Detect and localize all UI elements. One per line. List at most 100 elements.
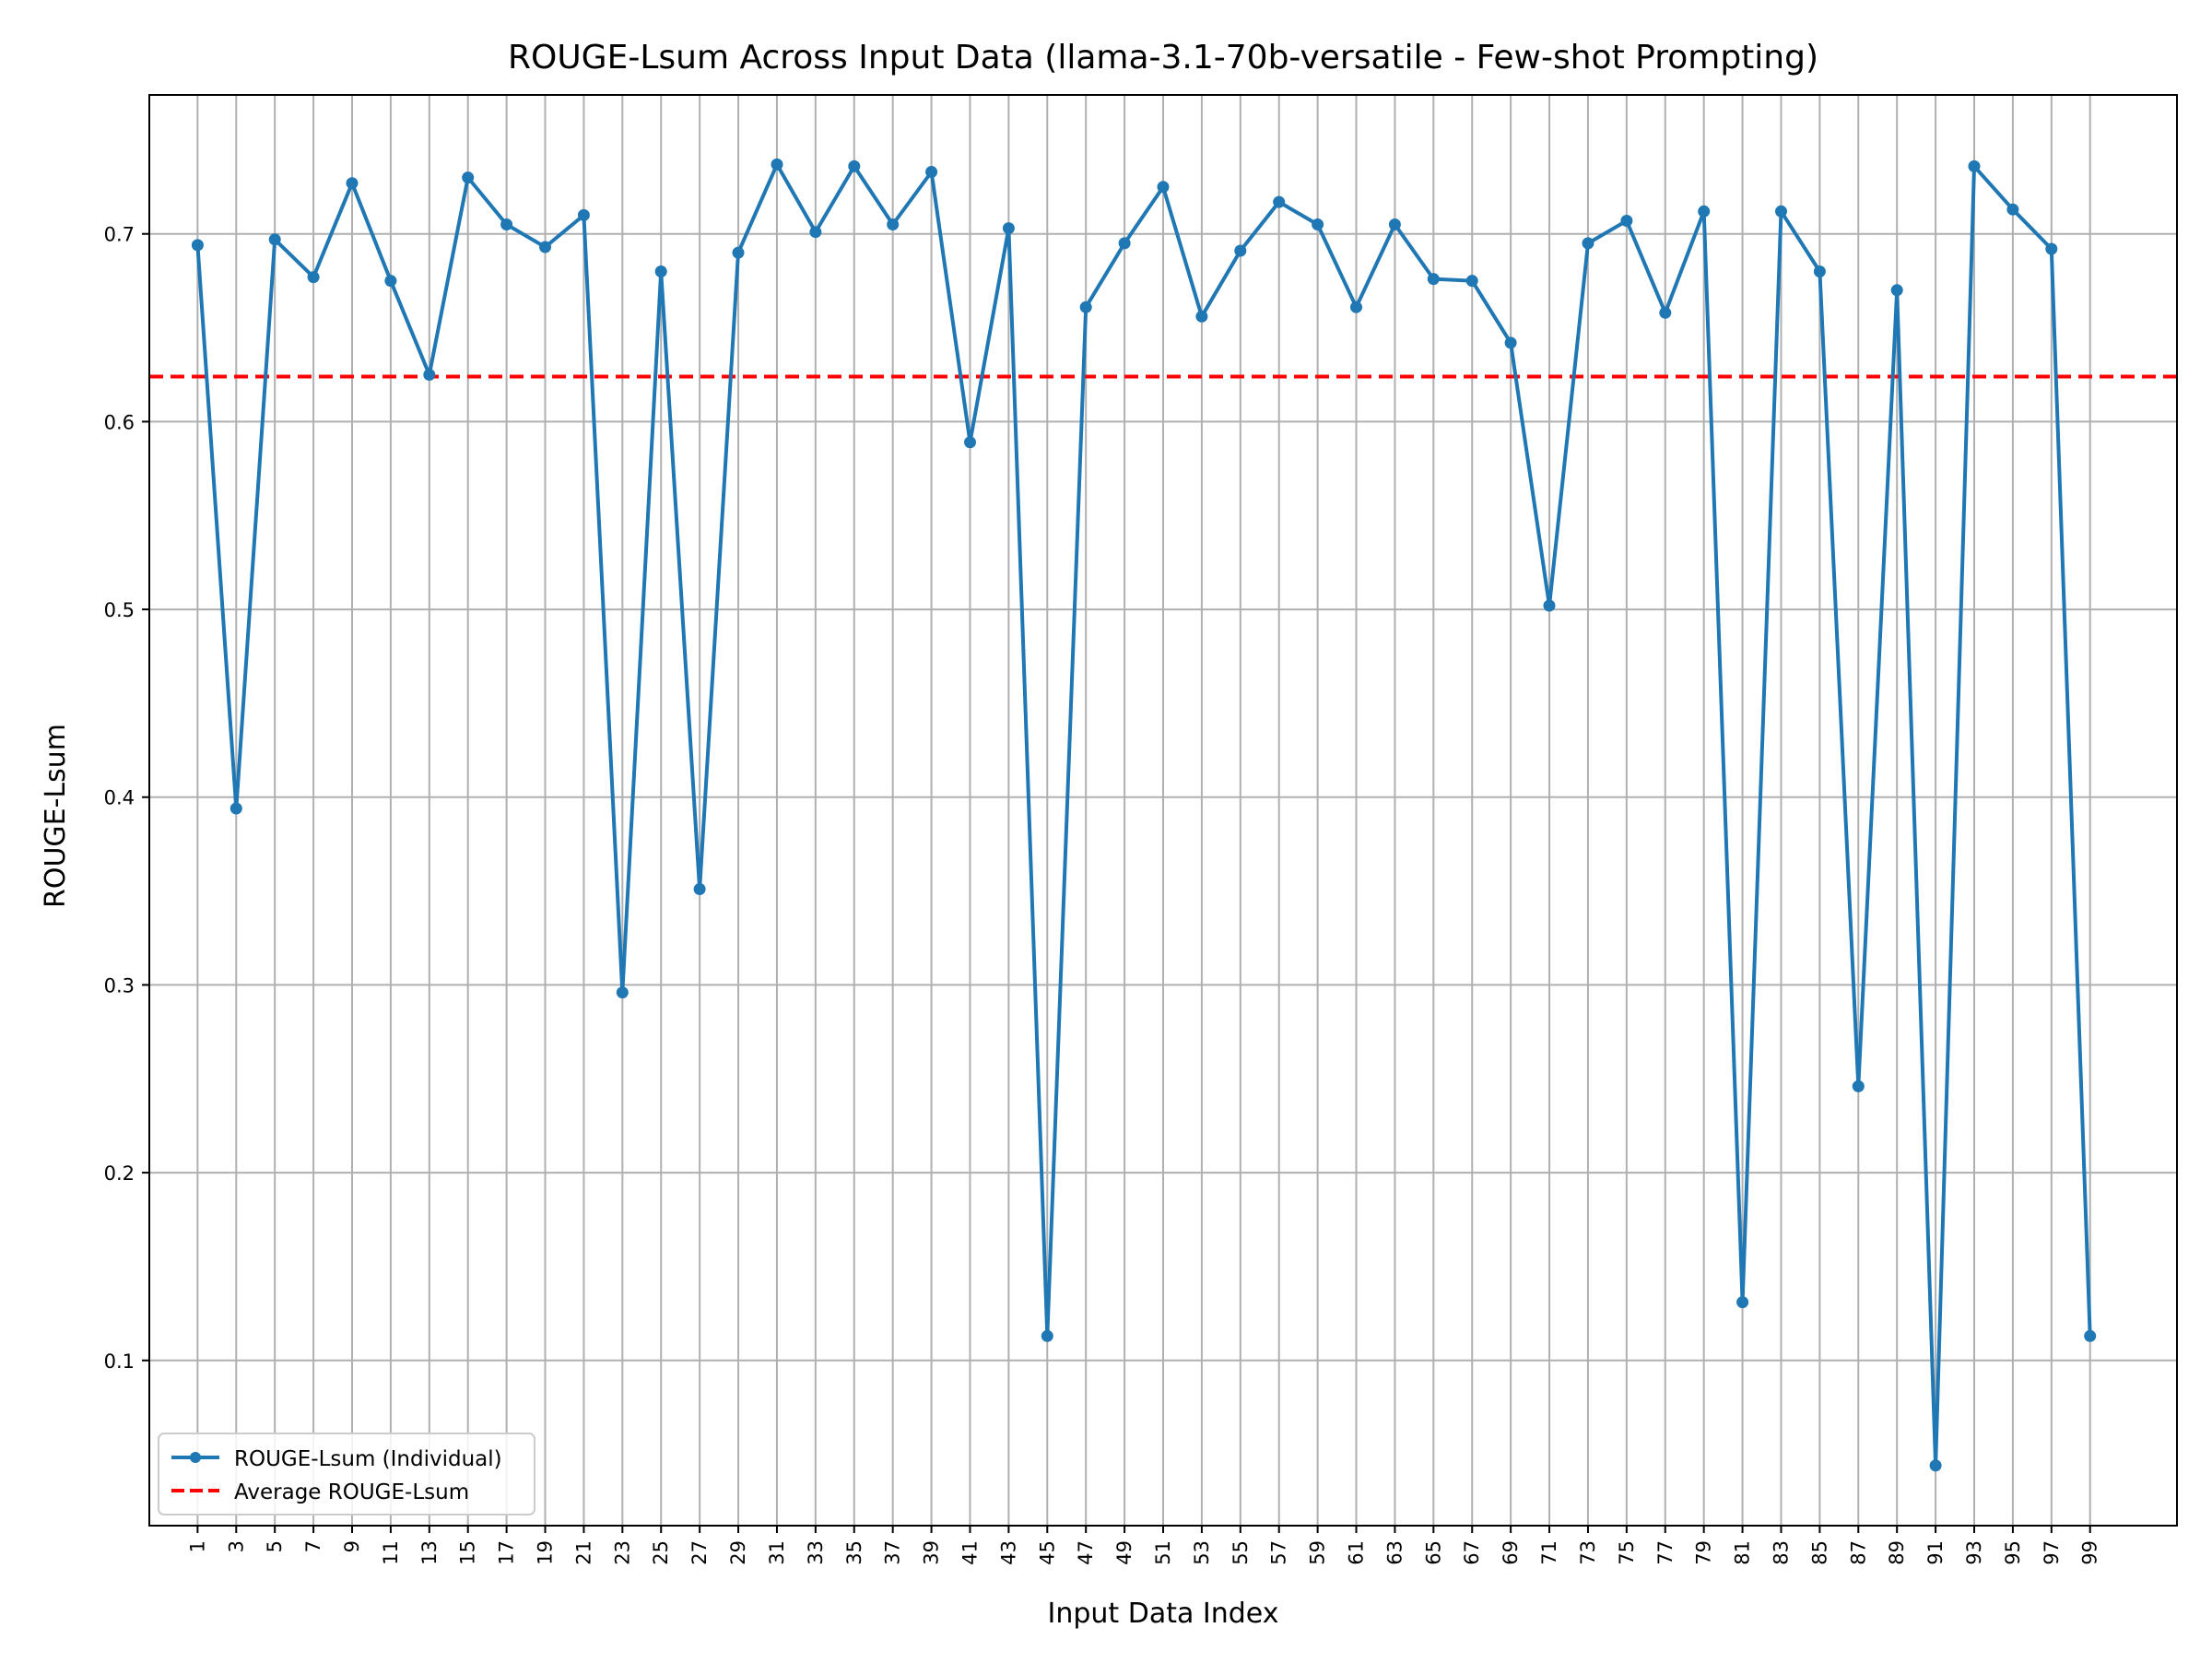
x-tick-label: 43 — [997, 1540, 1019, 1565]
legend-individual-marker — [190, 1452, 201, 1463]
data-point — [1195, 310, 1208, 323]
data-point — [2006, 203, 2019, 216]
x-tick-label: 15 — [457, 1540, 479, 1565]
chart-title: ROUGE-Lsum Across Input Data (llama-3.1-… — [508, 39, 1818, 77]
data-point — [539, 241, 551, 254]
legend-average-label: Average ROUGE-Lsum — [234, 1480, 469, 1504]
x-tick-label: 63 — [1383, 1540, 1406, 1565]
data-point — [1543, 599, 1556, 612]
data-point — [1582, 237, 1594, 250]
legend-individual-label: ROUGE-Lsum (Individual) — [234, 1447, 502, 1471]
x-tick-label: 73 — [1577, 1540, 1599, 1565]
x-tick-label: 55 — [1230, 1540, 1252, 1565]
x-axis-label: Input Data Index — [1048, 1598, 1279, 1630]
data-point — [1273, 195, 1286, 208]
x-tick-label: 53 — [1191, 1540, 1213, 1565]
data-point — [925, 166, 938, 178]
x-tick-label: 1 — [186, 1540, 208, 1552]
data-point — [229, 802, 242, 815]
data-point — [887, 218, 900, 230]
data-point — [1620, 215, 1633, 227]
data-point — [2045, 242, 2058, 255]
data-point — [500, 218, 513, 230]
x-tick-label: 7 — [302, 1540, 324, 1552]
data-point — [964, 436, 976, 449]
data-point — [1465, 275, 1478, 288]
y-tick-label: 0.4 — [104, 787, 135, 809]
data-point — [848, 159, 861, 172]
x-tick-label: 81 — [1732, 1540, 1754, 1565]
data-point — [1157, 181, 1170, 194]
data-point — [1852, 1079, 1865, 1092]
x-tick-label: 5 — [264, 1540, 286, 1552]
data-point — [1929, 1459, 1942, 1472]
y-tick-label: 0.6 — [104, 411, 135, 433]
data-point — [693, 883, 706, 895]
data-point — [1350, 301, 1362, 313]
y-axis-label: ROUGE-Lsum — [40, 724, 72, 908]
data-point — [1312, 218, 1324, 230]
x-tick-label: 79 — [1693, 1540, 1715, 1565]
data-point — [462, 171, 475, 184]
data-point — [384, 275, 397, 288]
x-tick-label: 17 — [496, 1540, 518, 1565]
data-point — [654, 265, 667, 277]
x-tick-label: 75 — [1616, 1540, 1638, 1565]
x-tick-label: 69 — [1500, 1540, 1522, 1565]
data-point — [1659, 306, 1672, 319]
x-tick-label: 65 — [1422, 1540, 1444, 1565]
y-tick-label: 0.3 — [104, 974, 135, 997]
x-tick-label: 49 — [1113, 1540, 1135, 1565]
x-tick-label: 19 — [535, 1540, 557, 1565]
x-tick-label: 83 — [1770, 1540, 1792, 1565]
x-tick-label: 71 — [1538, 1540, 1560, 1565]
x-tick-label: 59 — [1307, 1540, 1329, 1565]
axis-ticks: 1 3 5 7 9 11 13 15 17 19 21 23 25 27 29 31 33 35 37 39 41 43 4… — [104, 224, 2101, 1565]
x-tick-label: 61 — [1346, 1540, 1368, 1565]
data-point — [2084, 1329, 2097, 1342]
data-point — [1002, 222, 1015, 235]
data-point — [1388, 218, 1401, 230]
x-tick-label: 85 — [1808, 1540, 1830, 1565]
data-point — [732, 246, 745, 259]
y-tick-label: 0.7 — [104, 224, 135, 246]
data-point — [1890, 284, 1903, 297]
data-point — [809, 226, 822, 239]
data-point — [616, 986, 629, 999]
data-point — [1698, 205, 1711, 218]
data-point — [771, 158, 783, 171]
series-line-individual — [195, 162, 2092, 1468]
x-tick-label: 25 — [650, 1540, 672, 1565]
x-tick-label: 21 — [572, 1540, 594, 1565]
x-tick-label: 91 — [1924, 1540, 1947, 1565]
y-tick-label: 0.5 — [104, 599, 135, 621]
x-tick-label: 77 — [1654, 1540, 1677, 1565]
x-tick-label: 45 — [1036, 1540, 1058, 1565]
x-tick-label: 3 — [225, 1540, 247, 1552]
x-tick-label: 51 — [1152, 1540, 1174, 1565]
x-tick-label: 93 — [1963, 1540, 1985, 1565]
x-tick-label: 67 — [1461, 1540, 1483, 1565]
legend: ROUGE-Lsum (Individual) Average ROUGE-Ls… — [158, 1433, 535, 1516]
y-tick-label: 0.1 — [104, 1350, 135, 1373]
x-tick-label: 57 — [1268, 1540, 1290, 1565]
x-tick-label: 39 — [921, 1540, 943, 1565]
data-point — [1041, 1329, 1053, 1342]
data-point — [423, 369, 436, 381]
data-point — [1234, 244, 1247, 257]
data-point — [307, 271, 320, 284]
data-point — [191, 239, 204, 252]
series-layer — [191, 158, 2097, 1472]
x-tick-label: 29 — [727, 1540, 749, 1565]
x-tick-label: 31 — [766, 1540, 788, 1565]
data-point — [1736, 1296, 1749, 1309]
x-tick-label: 9 — [341, 1540, 363, 1552]
data-point — [1427, 273, 1440, 286]
x-tick-label: 87 — [1847, 1540, 1869, 1565]
x-tick-label: 97 — [2041, 1540, 2063, 1565]
data-point — [1118, 237, 1131, 250]
x-tick-label: 37 — [882, 1540, 904, 1565]
